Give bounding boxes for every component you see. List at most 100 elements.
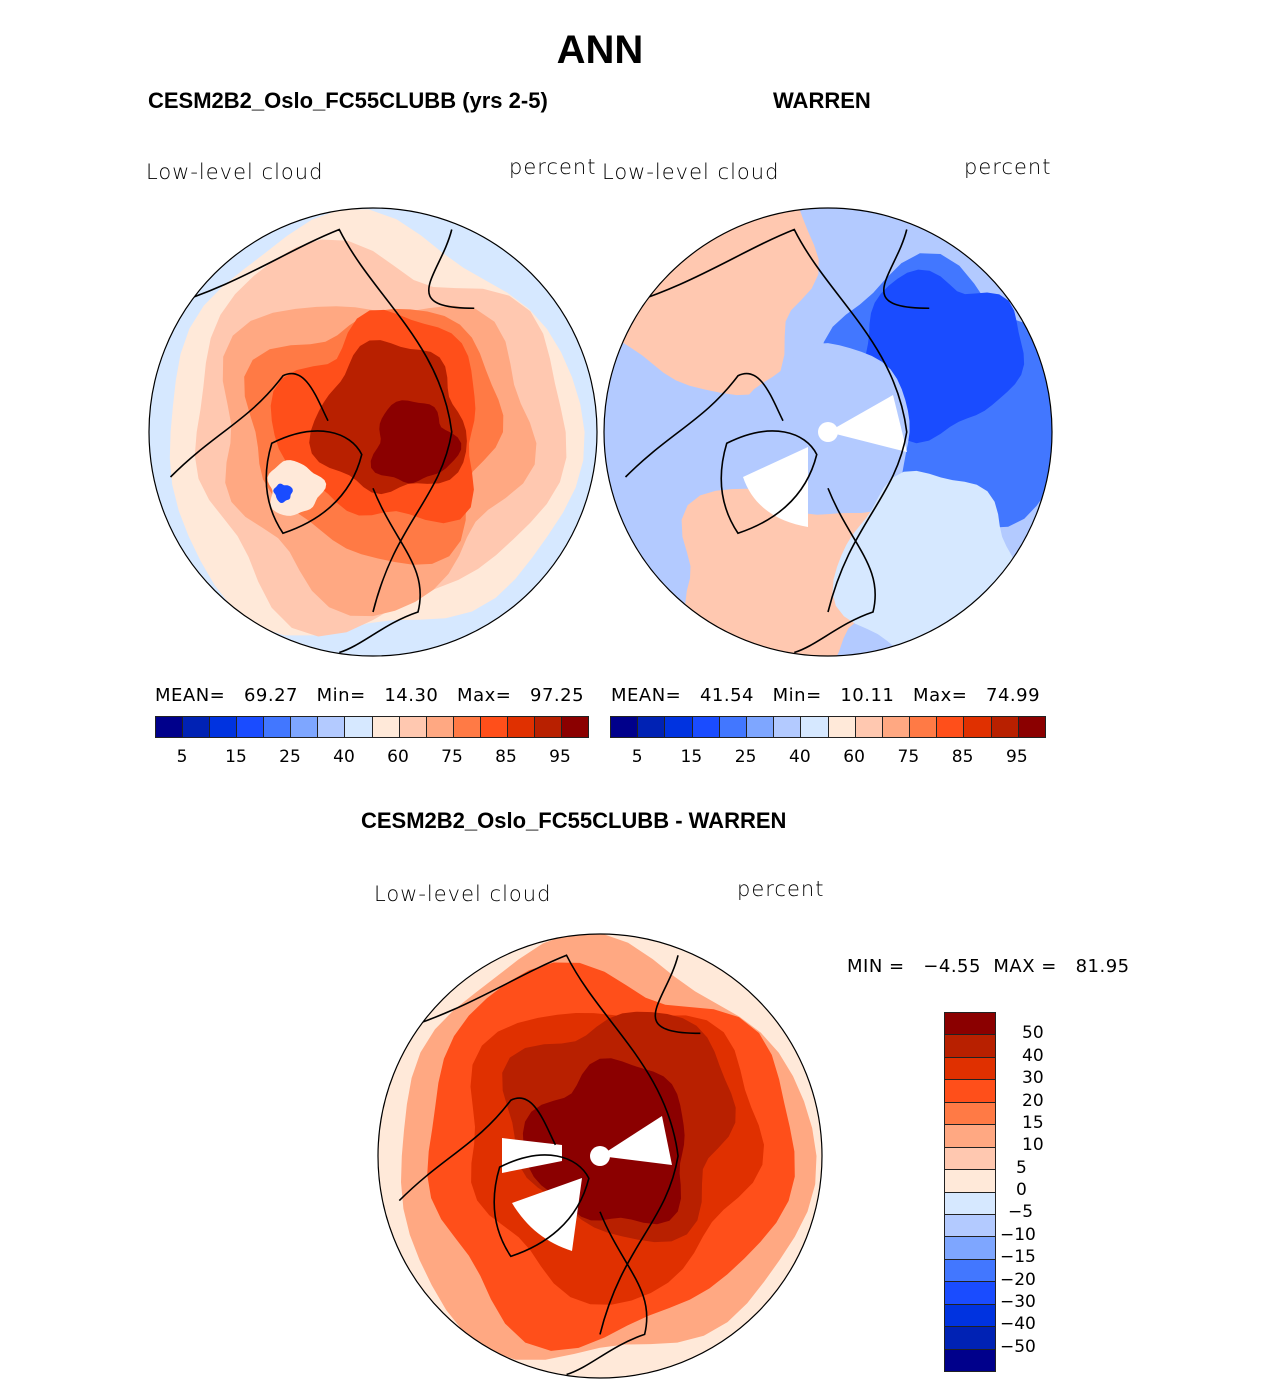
colorbar-tick-label: 40 [1022, 1045, 1044, 1066]
panel-1-min-value: 14.30 [384, 685, 439, 706]
colorbar-swatch [910, 717, 938, 737]
panel-3-variable-label: Low-level cloud [374, 882, 552, 906]
colorbar-tick-label: −15 [1000, 1247, 1036, 1268]
panel-2-min-label: Min= [772, 685, 822, 706]
colorbar-tick-label: 50 [1022, 1023, 1044, 1044]
colorbar-tick-label: −20 [1000, 1269, 1036, 1290]
panel-1-stats: MEAN= 69.27 Min= 14.30 Max= 97.25 [155, 685, 584, 706]
panel-3-stats: MIN = −4.55 MAX = 81.95 [847, 956, 1130, 977]
colorbar-swatch [318, 717, 346, 737]
panel-2-stats: MEAN= 41.54 Min= 10.11 Max= 74.99 [611, 685, 1040, 706]
colorbar-swatch [719, 717, 747, 737]
panel-2-max-label: Max= [913, 685, 968, 706]
contour-region [522, 1058, 685, 1225]
colorbar-swatch [945, 1259, 995, 1283]
colorbar-tick-label: 20 [1022, 1090, 1044, 1111]
map-boundary [377, 933, 823, 1379]
colorbar-swatch [534, 717, 562, 737]
colorbar-swatch [945, 1147, 995, 1171]
panel-3-max-value: 81.95 [1075, 956, 1130, 977]
coastline-greenland [265, 430, 363, 535]
missing-data-greenland [512, 1178, 582, 1251]
panel-1-mean-label: MEAN= [155, 685, 226, 706]
colorbar-swatch [937, 717, 965, 737]
panel-3-min-label: MIN = [847, 956, 905, 977]
panel-2-title: WARREN [773, 88, 871, 113]
colorbar-swatch [665, 717, 693, 737]
colorbar-tick-label: −50 [1000, 1336, 1036, 1357]
colorbar-swatch [945, 1282, 995, 1305]
panel-1-map [148, 207, 598, 657]
colorbar-swatch [399, 717, 427, 737]
panel-1-title: CESM2B2_Oslo_FC55CLUBB (yrs 2-5) [148, 88, 548, 113]
colorbar-tick-label: 85 [495, 747, 517, 767]
panel-3-units-label: percent [737, 877, 825, 901]
colorbar-swatch [345, 717, 373, 737]
colorbar-tick-label: 5 [1016, 1157, 1027, 1178]
colorbar-swatch [611, 717, 639, 737]
colorbar-tick-label: 5 [631, 747, 643, 767]
colorbar-tick-label: 0 [1016, 1180, 1027, 1200]
panel-3-colorbar [944, 1012, 996, 1372]
coastline-continents [159, 228, 475, 654]
coastline-greenland [720, 430, 818, 535]
panel-3-colorbar-ticks: 50 40 30 20 15 10 5 0 −5 −10 −15 −20 −30 −40 −50 [1000, 1012, 1060, 1370]
colorbar-tick-label: −40 [1000, 1314, 1036, 1335]
panel-1-max-value: 97.25 [530, 685, 585, 706]
colorbar-swatch [264, 717, 292, 737]
missing-data-greenland [743, 447, 808, 527]
colorbar-swatch [1018, 717, 1045, 737]
colorbar-swatch [453, 717, 481, 737]
colorbar-tick-label: −10 [1000, 1224, 1036, 1245]
map-boundary [148, 207, 598, 657]
colorbar-swatch [156, 717, 184, 737]
panel-2-mean-label: MEAN= [611, 685, 682, 706]
colorbar-tick-label: 40 [333, 747, 355, 767]
panel-1-units-label: percent [509, 155, 597, 179]
colorbar-swatch [945, 1125, 995, 1148]
panel-1-colorbar [155, 716, 589, 738]
colorbar-swatch [801, 717, 829, 737]
missing-data-sector [828, 395, 907, 452]
colorbar-swatch [945, 1057, 995, 1081]
panel-3-map [377, 933, 823, 1379]
colorbar-tick-label: 15 [680, 747, 703, 767]
colorbar-swatch [638, 717, 666, 737]
colorbar-tick-label: 85 [951, 747, 974, 767]
panel-3-max-label: MAX = [993, 956, 1057, 977]
colorbar-swatch [945, 1349, 995, 1371]
colorbar-swatch [945, 1214, 995, 1238]
coastline-continents [387, 954, 701, 1376]
panel-2-map [603, 207, 1053, 657]
panel-1-max-label: Max= [457, 685, 512, 706]
panel-2-variable-label: Low-level cloud [602, 160, 780, 184]
colorbar-swatch [291, 717, 319, 737]
colorbar-swatch [183, 717, 211, 737]
colorbar-tick-label: 25 [734, 747, 757, 767]
colorbar-tick-label: 40 [789, 747, 811, 767]
coastline-greenland [493, 1154, 590, 1258]
panel-2-colorbar [610, 716, 1046, 738]
colorbar-swatch [774, 717, 802, 737]
panel-3-min-value: −4.55 [923, 956, 981, 977]
colorbar-swatch [828, 717, 856, 737]
panel-3-title: CESM2B2_Oslo_FC55CLUBB - WARREN [361, 808, 787, 833]
colorbar-swatch [426, 717, 454, 737]
panel-1-min-label: Min= [316, 685, 366, 706]
contour-region [273, 483, 293, 503]
panel-1-mean-value: 69.27 [243, 685, 298, 706]
map-boundary [603, 207, 1053, 657]
colorbar-swatch [480, 717, 508, 737]
panel-2-min-value: 10.11 [840, 685, 895, 706]
panel-2-units-label: percent [964, 155, 1052, 179]
colorbar-tick-label: 25 [279, 747, 301, 767]
colorbar-tick-label: 95 [1006, 747, 1028, 767]
colorbar-tick-label: 75 [441, 747, 463, 767]
panel-2-max-value: 74.99 [986, 685, 1041, 706]
colorbar-swatch [945, 1327, 995, 1350]
colorbar-tick-label: 30 [1022, 1068, 1044, 1089]
colorbar-swatch [945, 1170, 995, 1193]
colorbar-tick-label: −30 [1000, 1291, 1036, 1312]
colorbar-swatch [945, 1237, 995, 1260]
panel-2-mean-value: 41.54 [699, 685, 754, 706]
